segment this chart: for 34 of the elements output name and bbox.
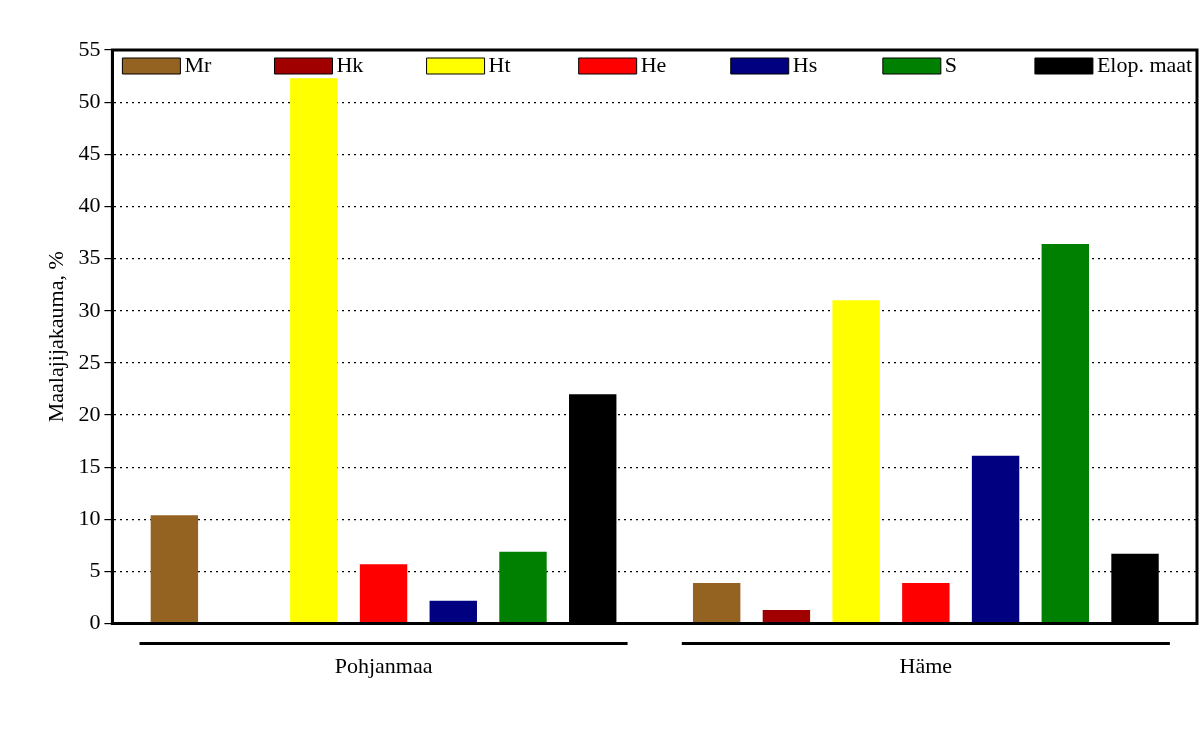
bar	[150, 515, 199, 623]
legend-label: He	[640, 51, 667, 77]
bar	[569, 394, 617, 623]
bar	[692, 582, 741, 623]
bar	[762, 610, 811, 623]
bar	[499, 551, 547, 623]
legend-label: Elop. maat	[1096, 51, 1193, 77]
y-tick-label: 40	[78, 192, 101, 218]
y-tick-label: 45	[78, 140, 101, 166]
bar	[429, 600, 477, 623]
y-axis-title: Maalajijakauma, %	[42, 251, 68, 423]
y-tick-label: 20	[78, 400, 101, 426]
y-tick-label: 25	[78, 348, 101, 374]
y-tick-label: 55	[78, 35, 101, 61]
y-tick-label: 35	[78, 244, 101, 270]
legend-label: Mr	[184, 51, 212, 77]
x-tick-label: Pohjanmaa	[334, 652, 433, 678]
bar	[971, 455, 1020, 623]
y-tick-label: 50	[78, 87, 101, 113]
x-tick-label: Häme	[899, 652, 953, 678]
bar	[290, 78, 338, 623]
legend-label: Hk	[336, 51, 364, 77]
y-tick-label: 30	[78, 296, 101, 322]
bar	[1041, 243, 1090, 623]
bar	[359, 564, 408, 623]
y-tick-label: 15	[78, 452, 101, 478]
bar	[832, 300, 880, 623]
y-tick-label: 5	[89, 557, 101, 583]
y-tick-label: 0	[89, 609, 101, 635]
legend-label: Hs	[792, 51, 818, 77]
bar	[902, 582, 950, 623]
legend-label: S	[944, 51, 958, 77]
legend-label: Ht	[488, 51, 511, 77]
y-tick-label: 10	[78, 505, 101, 531]
